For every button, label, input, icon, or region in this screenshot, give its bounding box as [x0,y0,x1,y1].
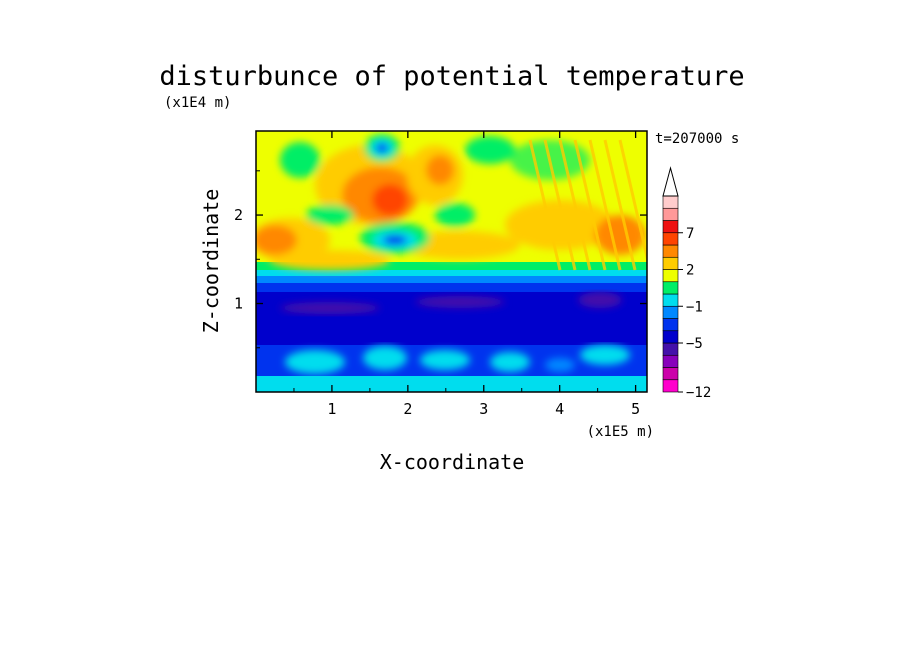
x-scale-label: (x1E5 m) [587,424,654,440]
colorbar-segment [662,367,679,381]
colorbar-label: 2 [686,263,694,279]
colorbar-segment [662,269,679,283]
chart-title: disturbunce of potential temperature [159,61,744,92]
colorbar-segment [662,330,679,344]
colorbar-segment [662,256,679,270]
colorbar: 7 2 −1 −5 −12 [662,166,711,401]
x-tick-label: 2 [403,400,412,418]
colorbar-segment [662,281,679,295]
colorbar-segment [662,207,679,221]
y-ticks: 12 [234,170,647,349]
x-tick-label: 5 [631,400,640,418]
colorbar-label: −1 [686,299,703,315]
colorbar-segment [662,244,679,258]
colorbar-segment [662,293,679,307]
colorbar-segment [662,232,679,246]
colorbar-extend-arrow [662,166,679,197]
plot-frame [255,130,648,393]
y-scale-label: (x1E4 m) [164,95,231,111]
purple-filaments [280,292,622,314]
colorbar-segment [662,305,679,319]
x-tick-label: 4 [555,400,564,418]
colorbar-segment [662,379,679,393]
colorbar-segment [662,220,679,234]
colorbar-label: −12 [686,385,711,401]
colorbar-segment [662,342,679,356]
x-tick-label: 1 [327,400,336,418]
field-bottom-cyan [256,376,647,392]
y-tick-label: 1 [234,295,243,313]
x-tick-label: 3 [479,400,488,418]
lower-cyan-blobs [285,345,630,374]
x-axis-label: X-coordinate [380,450,525,474]
colorbar-segment [662,318,679,332]
warm-blobs [256,134,645,270]
y-tick-label: 2 [234,206,243,224]
field-lightblue-band [256,276,647,286]
colorbar-segment [662,195,679,209]
x-ticks: 1 2 3 4 5 [293,131,640,418]
time-label: t=207000 s [655,131,739,147]
colorbar-label: −5 [686,336,703,352]
colorbar-label: 7 [686,226,694,242]
contour-field [256,131,647,392]
colorbar-segment [662,354,679,368]
y-axis-label: Z-coordinate [199,189,223,334]
wave-streaks [528,139,647,271]
field-cyan-band [256,270,647,280]
